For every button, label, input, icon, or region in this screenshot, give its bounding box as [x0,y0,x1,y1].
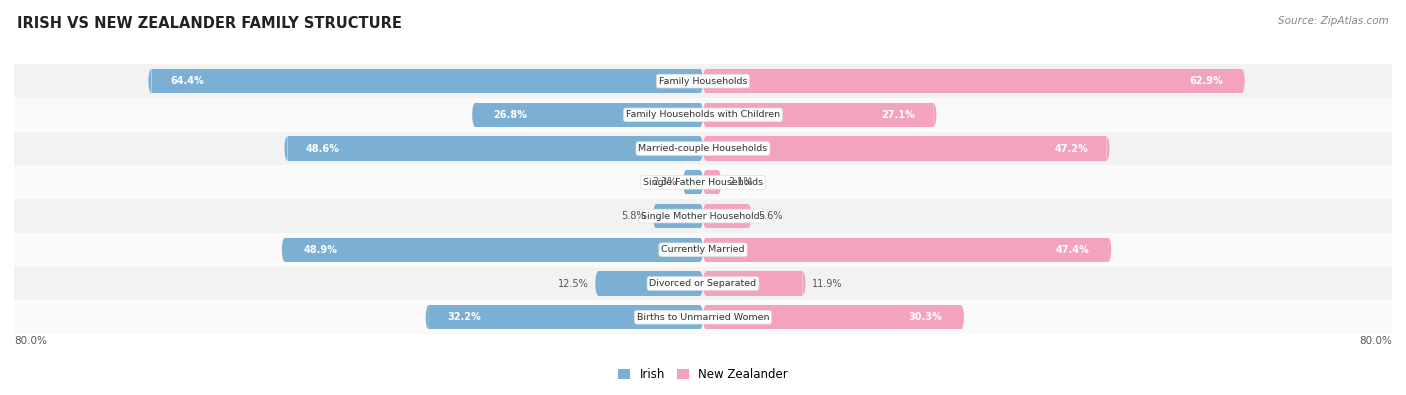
Bar [152,69,700,93]
Text: 48.6%: 48.6% [307,144,340,154]
Wedge shape [149,69,152,93]
Bar [706,170,718,194]
Wedge shape [284,136,288,161]
Legend: Irish, New Zealander: Irish, New Zealander [619,368,787,381]
Text: 5.8%: 5.8% [621,211,647,221]
Wedge shape [652,204,657,228]
Bar [14,98,1392,132]
Wedge shape [1108,238,1111,262]
Bar [14,199,1392,233]
Text: 11.9%: 11.9% [813,278,842,288]
Wedge shape [700,238,703,262]
Text: Family Households: Family Households [659,77,747,86]
Text: Married-couple Households: Married-couple Households [638,144,768,153]
Wedge shape [703,69,706,93]
Wedge shape [960,305,965,329]
Text: 2.3%: 2.3% [652,177,676,187]
Wedge shape [700,305,703,329]
Text: 48.9%: 48.9% [304,245,337,255]
Wedge shape [703,238,706,262]
Wedge shape [595,271,599,295]
Wedge shape [700,69,703,93]
Wedge shape [703,271,706,295]
Wedge shape [703,305,706,329]
Wedge shape [281,238,285,262]
Wedge shape [700,271,703,295]
Text: 5.6%: 5.6% [758,211,783,221]
Bar [706,204,748,228]
Text: Source: ZipAtlas.com: Source: ZipAtlas.com [1278,16,1389,26]
Wedge shape [703,136,706,161]
Text: Births to Unmarried Women: Births to Unmarried Women [637,313,769,322]
Text: Divorced or Separated: Divorced or Separated [650,279,756,288]
Text: 2.1%: 2.1% [728,177,752,187]
Text: Single Father Households: Single Father Households [643,178,763,187]
Bar [14,233,1392,267]
Wedge shape [700,170,703,194]
Text: 32.2%: 32.2% [447,312,481,322]
Wedge shape [703,103,706,127]
Text: 12.5%: 12.5% [558,278,589,288]
Text: 30.3%: 30.3% [908,312,942,322]
Wedge shape [703,204,706,228]
Text: Family Households with Children: Family Households with Children [626,110,780,119]
Bar [285,238,700,262]
Bar [706,238,1108,262]
Bar [14,166,1392,199]
Text: IRISH VS NEW ZEALANDER FAMILY STRUCTURE: IRISH VS NEW ZEALANDER FAMILY STRUCTURE [17,16,402,31]
Text: 80.0%: 80.0% [14,336,46,346]
Bar [475,103,700,127]
Bar [14,267,1392,300]
Wedge shape [700,136,703,161]
Wedge shape [718,170,721,194]
Wedge shape [934,103,936,127]
Bar [706,271,803,295]
Text: 26.8%: 26.8% [494,110,527,120]
Text: 64.4%: 64.4% [170,76,204,86]
Wedge shape [700,204,703,228]
Bar [14,64,1392,98]
Bar [288,136,700,161]
Text: Single Mother Households: Single Mother Households [641,212,765,220]
Text: Currently Married: Currently Married [661,245,745,254]
Wedge shape [472,103,475,127]
Text: 80.0%: 80.0% [1360,336,1392,346]
Wedge shape [700,103,703,127]
Bar [599,271,700,295]
Text: 47.2%: 47.2% [1054,144,1088,154]
Text: 27.1%: 27.1% [882,110,915,120]
Text: 47.4%: 47.4% [1056,245,1090,255]
Bar [706,69,1241,93]
Wedge shape [803,271,806,295]
Bar [706,103,934,127]
Text: 62.9%: 62.9% [1189,76,1223,86]
Bar [706,136,1107,161]
Wedge shape [1107,136,1109,161]
Bar [14,132,1392,166]
Wedge shape [426,305,429,329]
Bar [686,170,700,194]
Wedge shape [683,170,686,194]
Bar [14,300,1392,334]
Wedge shape [748,204,751,228]
Bar [657,204,700,228]
Wedge shape [1241,69,1244,93]
Wedge shape [703,170,706,194]
Bar [706,305,960,329]
Bar [429,305,700,329]
